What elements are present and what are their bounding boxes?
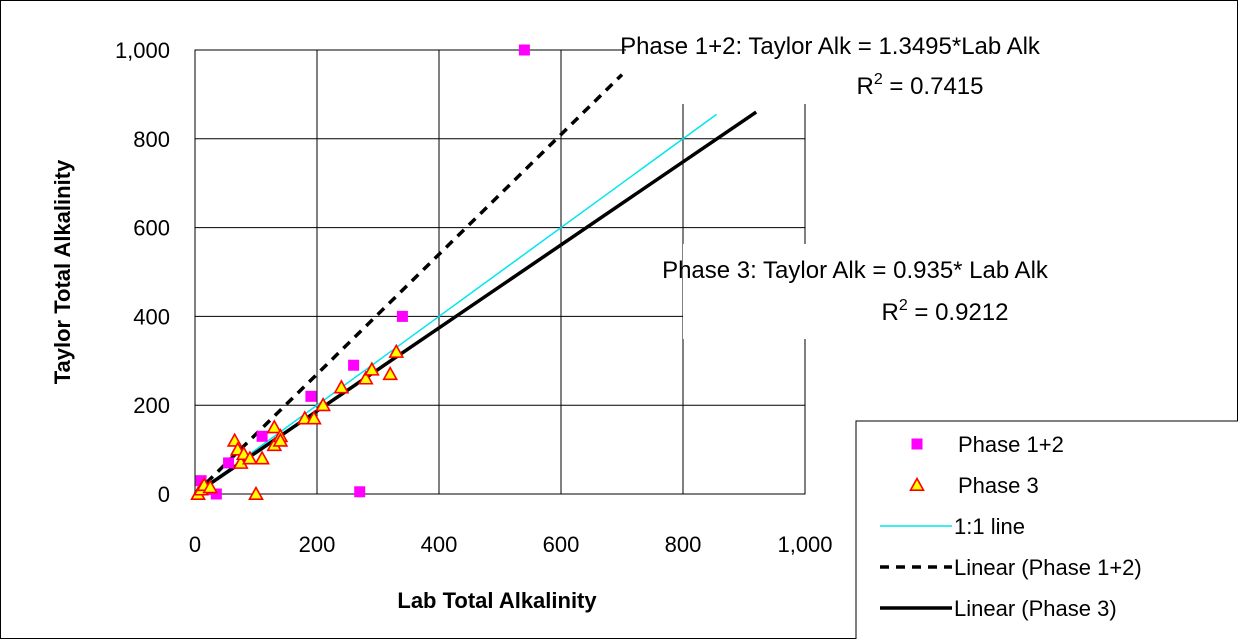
data-point-phase-1-2 [354,486,366,498]
y-tick-label: 800 [133,127,170,152]
data-point-phase-3 [306,410,322,425]
data-point-phase-3 [364,361,380,376]
data-point-phase-3 [242,450,258,465]
y-tick-labels: 0 200 400 600 800 1,000 [115,38,170,507]
x-tick-label: 1,000 [777,532,832,557]
data-point-phase-1-2 [396,310,408,322]
data-point-phase-1-2 [348,359,360,371]
y-tick-label: 0 [158,482,170,507]
data-point-phase-1-2 [210,488,222,500]
phase3-r-squared: R2 = 0.9212 [881,297,1008,326]
data-point-phase-3 [254,450,270,465]
y-axis-title: Taylor Total Alkalinity [50,159,75,384]
phase12-r-sup: 2 [874,71,883,88]
data-points [190,44,530,501]
phase3-r-label: R [881,299,898,326]
data-point-phase-3 [266,419,283,434]
legend-label-linear-phase-1-2: Linear (Phase 1+2) [954,555,1142,580]
series-line-linear-phase-1-2 [193,73,624,496]
data-point-phase-3 [315,397,331,412]
series-line-1-1-line [194,113,717,495]
legend-marker-phase-3 [909,476,925,492]
data-point-phase-3 [333,379,350,394]
data-point-phase-1-2 [223,457,235,469]
trend-lines [193,73,758,496]
series-line-linear-phase-3 [194,110,758,496]
phase12-r-squared: R2 = 0.7415 [856,71,983,100]
x-tick-label: 600 [543,532,580,557]
phase12-r-value: = 0.7415 [883,73,984,100]
y-tick-label: 200 [133,393,170,418]
legend: Phase 1+2 Phase 3 1:1 line Linear (Phase 1+… [855,420,1238,639]
legend-marker-phase-1-2 [911,438,923,450]
phase3-equation: Phase 3: Taylor Alk = 0.935* Lab Alk [662,257,1049,284]
legend-label-phase-3: Phase 3 [958,473,1039,498]
phase12-r-label: R [856,73,873,100]
phase3-r-value: = 0.9212 [908,299,1009,326]
data-point-phase-3 [248,485,264,501]
x-tick-labels: 0 200 400 600 800 1,000 [189,532,833,557]
data-point-phase-1-2 [195,475,207,487]
legend-box [855,420,1238,639]
phase12-equation: Phase 1+2: Taylor Alk = 1.3495*Lab Alk [620,33,1041,60]
phase3-annotation-bg [683,244,1028,339]
x-axis-title: Lab Total Alkalinity [397,588,597,613]
data-point-phase-1-2 [256,430,268,442]
data-point-phase-1-2 [518,44,530,56]
data-point-phase-3 [388,343,405,358]
phase3-r-sup: 2 [899,297,908,314]
legend-label-linear-phase-3: Linear (Phase 3) [954,596,1117,621]
x-tick-label: 800 [665,532,702,557]
legend-label-phase-1-2: Phase 1+2 [958,432,1064,457]
data-point-phase-3 [202,479,219,494]
x-tick-label: 200 [299,532,336,557]
data-point-phase-3 [296,410,313,425]
y-tick-label: 400 [133,304,170,329]
data-point-phase-3 [272,432,289,447]
phase12-annotation-bg [626,24,1036,104]
x-tick-label: 400 [421,532,458,557]
y-tick-label: 1,000 [115,38,170,63]
legend-label-1-1-line: 1:1 line [954,514,1025,539]
x-tick-label: 0 [189,532,201,557]
data-point-phase-3 [357,370,374,385]
y-tick-label: 600 [133,216,170,241]
data-point-phase-3 [382,365,399,381]
data-point-phase-1-2 [305,390,317,402]
